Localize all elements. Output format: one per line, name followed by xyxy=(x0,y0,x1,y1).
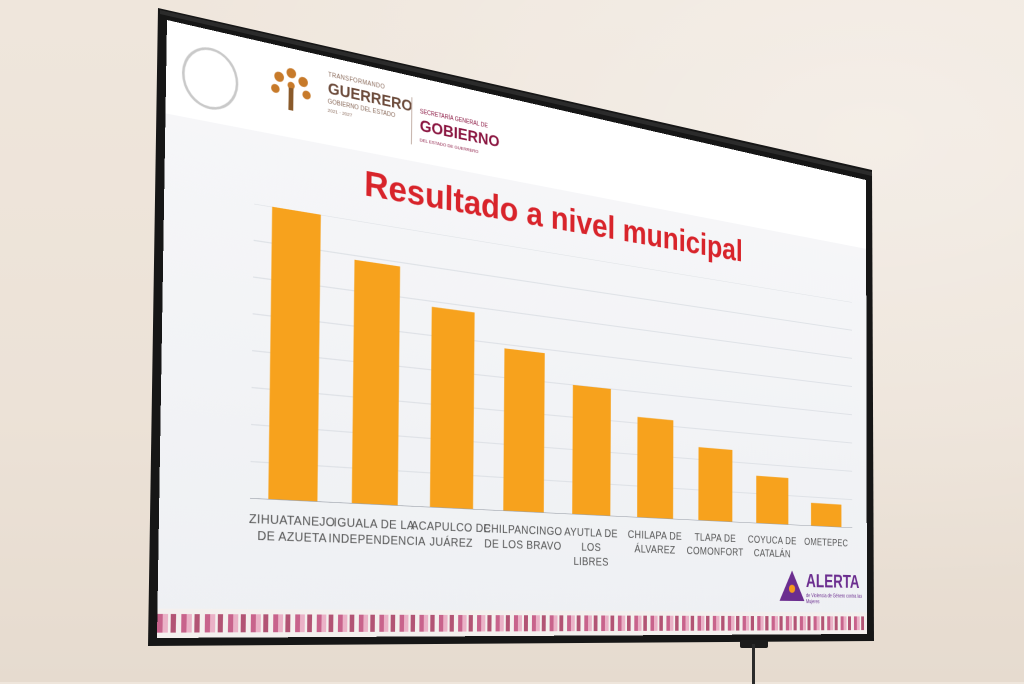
gridline xyxy=(251,424,852,471)
gridline xyxy=(253,314,852,387)
bar-3 xyxy=(503,348,544,513)
gridline xyxy=(253,277,852,358)
category-label-1: IGUALA DE LA INDEPENDENCIA xyxy=(328,515,419,550)
category-label-5: CHILAPA DE ÁLVAREZ xyxy=(619,528,690,559)
tree-logo-icon xyxy=(265,58,316,121)
alerta-badge: ALERTA de Violencia de Género contra las… xyxy=(780,568,863,611)
alert-pin-icon xyxy=(789,585,795,593)
category-label-2: ACAPULCO DE JUÁREZ xyxy=(408,518,493,552)
bar-0 xyxy=(268,207,321,502)
bar-1 xyxy=(352,260,400,506)
embroidery-pattern xyxy=(157,614,867,633)
gridline xyxy=(252,388,853,443)
bar-5 xyxy=(637,417,673,519)
category-label-3: CHILPANCINGO DE LOS BRAVO xyxy=(483,522,563,555)
category-label-0: ZIHUATANEJO DE AZUETA xyxy=(243,511,340,547)
category-label-8: OMETEPEC xyxy=(796,535,856,550)
bar-7 xyxy=(756,476,788,525)
bar-4 xyxy=(572,385,611,516)
bar-2 xyxy=(430,307,475,510)
bar-6 xyxy=(698,447,732,522)
bar-8 xyxy=(811,503,841,528)
tv-cable xyxy=(752,644,755,684)
gridline xyxy=(252,351,852,415)
alert-subtext: de Violencia de Género contra las Mujere… xyxy=(806,593,863,606)
category-label-4: AYUTLA DE LOS LIBRES xyxy=(553,525,628,571)
alert-word: ALERTA xyxy=(806,571,859,593)
category-label-6: TLAPA DE COMONFORT xyxy=(681,530,748,560)
category-label-7: COYUCA DE CATALÁN xyxy=(740,533,803,562)
